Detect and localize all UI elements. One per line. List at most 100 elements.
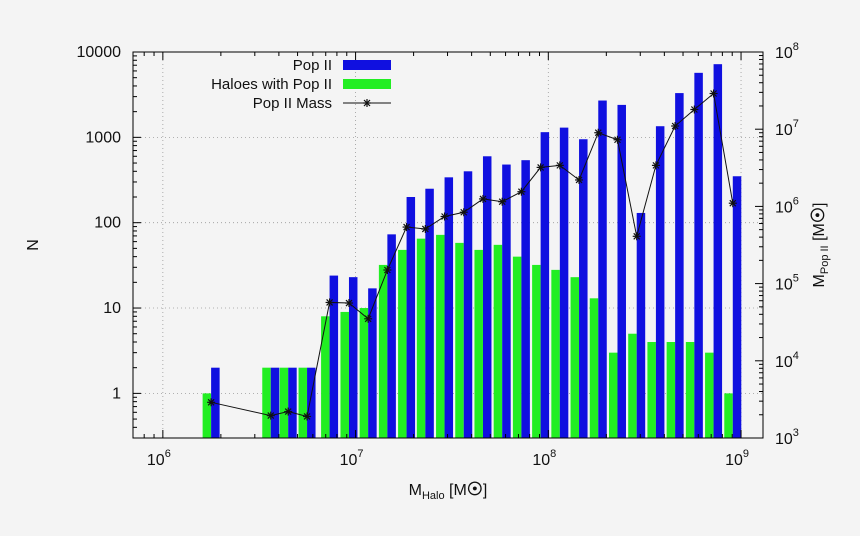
y2-tick-label: 103 bbox=[775, 427, 799, 448]
bar-pop2 bbox=[540, 132, 550, 438]
mass-point bbox=[207, 398, 216, 407]
legend-label-haloes: Haloes with Pop II bbox=[211, 76, 332, 93]
bar-haloes-with-pop2 bbox=[340, 311, 349, 438]
bar-pop2 bbox=[713, 64, 723, 439]
legend-swatch-haloes bbox=[343, 79, 391, 89]
mass-point bbox=[402, 223, 411, 232]
y-tick-label: 100 bbox=[94, 215, 121, 232]
legend-label-pop2: Pop II bbox=[293, 57, 332, 74]
bar-pop2 bbox=[579, 139, 588, 438]
y-tick-label: 1 bbox=[112, 385, 121, 402]
y2-tick-label: 107 bbox=[775, 118, 799, 139]
bar-pop2 bbox=[655, 126, 665, 438]
mass-line bbox=[207, 89, 737, 421]
mass-point bbox=[459, 208, 468, 217]
bar-pop2 bbox=[329, 275, 339, 438]
mass-point bbox=[671, 122, 680, 131]
mass-point bbox=[632, 232, 641, 241]
x-tick-label: 108 bbox=[532, 448, 556, 469]
bar-haloes-with-pop2 bbox=[532, 264, 541, 438]
bar-pop2 bbox=[387, 234, 396, 438]
bar-haloes-with-pop2 bbox=[724, 393, 733, 438]
x-tick-label: 106 bbox=[147, 448, 171, 469]
y-tick-label: 10000 bbox=[77, 44, 122, 61]
bar-haloes-with-pop2 bbox=[436, 234, 445, 438]
bar-haloes-with-pop2 bbox=[589, 298, 599, 438]
bar-pop2 bbox=[307, 367, 316, 438]
bar-pop2 bbox=[559, 127, 569, 438]
bar-pop2 bbox=[288, 367, 297, 438]
mass-point bbox=[728, 199, 737, 208]
mass-point bbox=[325, 298, 334, 307]
x-tick-label: 107 bbox=[340, 448, 364, 469]
mass-point bbox=[575, 175, 584, 184]
bar-haloes-with-pop2 bbox=[666, 341, 676, 438]
y2-tick-label: 105 bbox=[775, 273, 799, 294]
bar-haloes-with-pop2 bbox=[202, 393, 212, 438]
bar-haloes-with-pop2 bbox=[378, 264, 388, 438]
mass-point bbox=[383, 266, 392, 275]
bar-haloes-with-pop2 bbox=[608, 352, 618, 438]
bar-haloes-with-pop2 bbox=[262, 367, 271, 438]
bar-pop2 bbox=[636, 212, 646, 438]
bar-haloes-with-pop2 bbox=[455, 242, 464, 438]
mass-point bbox=[266, 411, 275, 420]
bar-haloes-with-pop2 bbox=[647, 341, 656, 438]
y2-axis-label: MPop II [M☉] bbox=[808, 203, 831, 288]
mass-point bbox=[344, 299, 353, 308]
mass-point bbox=[536, 163, 545, 172]
mass-point bbox=[690, 105, 699, 114]
mass-point bbox=[284, 407, 293, 416]
bar-pop2 bbox=[406, 196, 416, 438]
legend-swatch-pop2 bbox=[343, 60, 391, 70]
x-tick-label: 109 bbox=[725, 448, 749, 469]
mass-point bbox=[517, 187, 526, 196]
y-axis-label: N bbox=[25, 239, 42, 251]
bar-pop2 bbox=[502, 164, 511, 439]
y2-tick-label: 106 bbox=[775, 195, 799, 216]
legend-label-mass: Pop II Mass bbox=[253, 95, 332, 112]
bar-pop2 bbox=[732, 176, 742, 438]
bar-pop2 bbox=[694, 72, 703, 438]
mass-point bbox=[303, 412, 312, 421]
bar-pop2 bbox=[270, 367, 280, 438]
tick-labels: 106 107 108 1091101001000100001031041051061… bbox=[77, 41, 799, 469]
bar-pop2 bbox=[521, 160, 530, 438]
bar-pop2 bbox=[598, 100, 607, 439]
bar-haloes-with-pop2 bbox=[416, 238, 426, 438]
legend-swatch-mass-marker bbox=[363, 99, 371, 107]
x-axis-label: MHalo [M☉] bbox=[409, 479, 488, 502]
bar-pop2 bbox=[348, 277, 358, 438]
bar-pop2 bbox=[675, 93, 684, 438]
mass-point bbox=[364, 314, 373, 323]
mass-point bbox=[421, 224, 430, 233]
mass-point bbox=[555, 161, 564, 170]
y2-tick-label: 108 bbox=[775, 41, 799, 62]
axis-ticks bbox=[132, 51, 763, 439]
bar-haloes-with-pop2 bbox=[321, 316, 330, 438]
bar-pop2 bbox=[482, 156, 492, 438]
bar-haloes-with-pop2 bbox=[551, 269, 560, 438]
bars bbox=[202, 64, 742, 439]
bar-haloes-with-pop2 bbox=[493, 244, 503, 438]
mass-point bbox=[440, 212, 449, 221]
bar-haloes-with-pop2 bbox=[705, 352, 714, 438]
mass-point bbox=[651, 161, 660, 170]
bar-haloes-with-pop2 bbox=[398, 249, 407, 438]
bar-haloes-with-pop2 bbox=[279, 367, 289, 438]
bar-pop2 bbox=[463, 171, 473, 439]
bar-haloes-with-pop2 bbox=[298, 367, 308, 438]
mass-point bbox=[613, 135, 622, 144]
bar-haloes-with-pop2 bbox=[628, 333, 637, 438]
bar-pop2 bbox=[368, 288, 377, 438]
y-tick-label: 1000 bbox=[85, 129, 121, 146]
bar-haloes-with-pop2 bbox=[685, 341, 695, 438]
mass-point bbox=[478, 194, 487, 203]
bar-haloes-with-pop2 bbox=[359, 308, 369, 438]
mass-point bbox=[594, 128, 603, 137]
y-tick-label: 10 bbox=[103, 300, 121, 317]
legend: Pop II Haloes with Pop II Pop II Mass bbox=[211, 57, 391, 112]
bar-haloes-with-pop2 bbox=[512, 256, 522, 438]
